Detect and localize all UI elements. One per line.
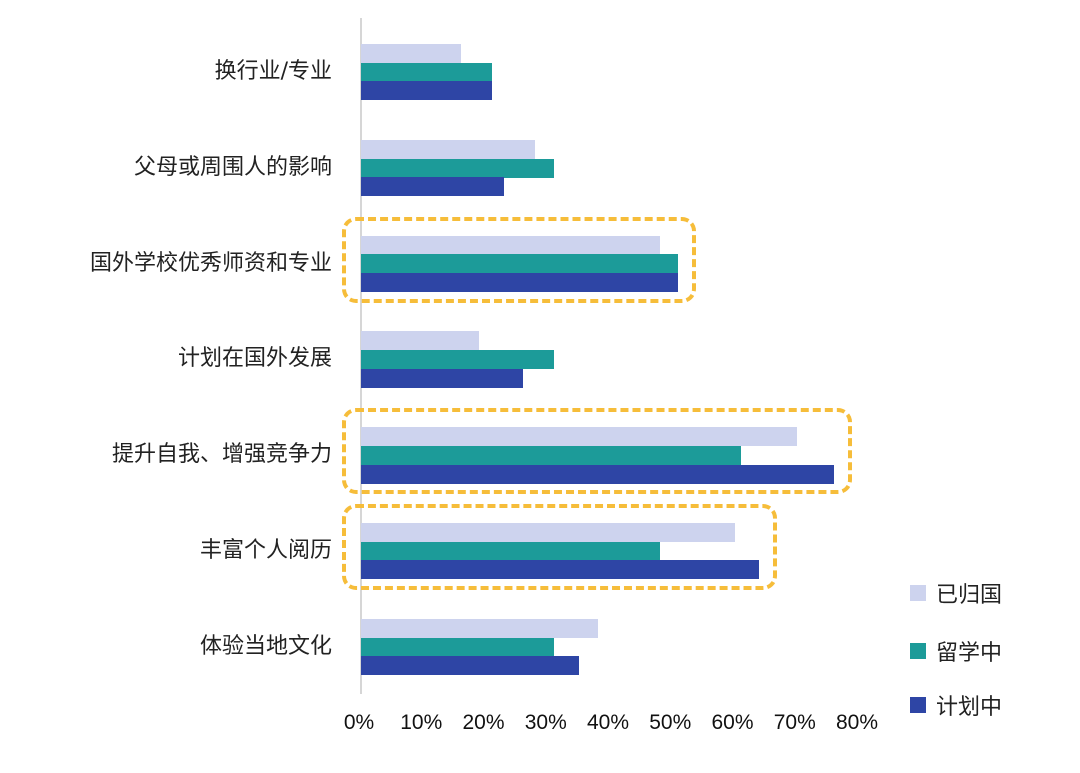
bar — [361, 560, 760, 580]
bar — [361, 637, 554, 657]
legend-label: 已归国 — [936, 583, 1003, 608]
legend-label: 留学中 — [936, 641, 1003, 666]
x-tick-label: 70% — [773, 711, 816, 734]
legend-item-studying: 留学中 — [910, 638, 1003, 666]
bar — [361, 254, 679, 274]
bar — [361, 523, 735, 542]
bar — [361, 445, 741, 465]
bar — [361, 235, 660, 255]
x-tick-label: 50% — [649, 711, 692, 734]
x-tick-label: 0% — [343, 711, 375, 734]
highlight-box — [342, 504, 778, 591]
x-tick-label: 40% — [586, 711, 630, 734]
x-tick-label: 30% — [524, 711, 567, 734]
highlight-box — [342, 408, 853, 495]
bar — [361, 177, 505, 197]
category-label: 提升自我、增强竞争力 — [111, 442, 332, 468]
category-label: 丰富个人阅历 — [199, 538, 332, 564]
bar — [361, 618, 598, 638]
x-tick-label: 80% — [835, 711, 879, 734]
legend-item-returned: 已归国 — [910, 580, 1003, 608]
legend-swatch-studying — [910, 643, 926, 659]
bar — [361, 427, 797, 447]
bar — [361, 62, 492, 82]
bar — [361, 139, 536, 159]
legend-item-planning: 计划中 — [910, 692, 1003, 720]
category-label: 国外学校优秀师资和专业 — [89, 250, 332, 276]
bar — [361, 81, 492, 101]
x-tick-label: 60% — [711, 711, 754, 734]
highlight-box — [342, 216, 697, 303]
y-axis-line — [360, 18, 362, 694]
x-tick-label: 20% — [462, 711, 505, 734]
legend-swatch-planning — [910, 697, 926, 713]
bar — [361, 656, 579, 676]
bar — [361, 331, 480, 351]
bar — [361, 464, 835, 484]
category-label: 计划在国外发展 — [177, 346, 332, 372]
bar — [361, 350, 554, 370]
category-label: 体验当地文化 — [199, 633, 332, 659]
category-label: 换行业/专业 — [214, 59, 332, 85]
category-label: 父母或周围人的影响 — [133, 154, 332, 180]
bar — [361, 158, 554, 178]
x-tick-label: 10% — [400, 711, 443, 734]
bar — [361, 44, 461, 63]
bar — [361, 273, 679, 292]
bar — [361, 368, 523, 388]
bar — [361, 541, 660, 561]
legend-label: 计划中 — [936, 695, 1003, 720]
legend-swatch-returned — [910, 585, 926, 601]
